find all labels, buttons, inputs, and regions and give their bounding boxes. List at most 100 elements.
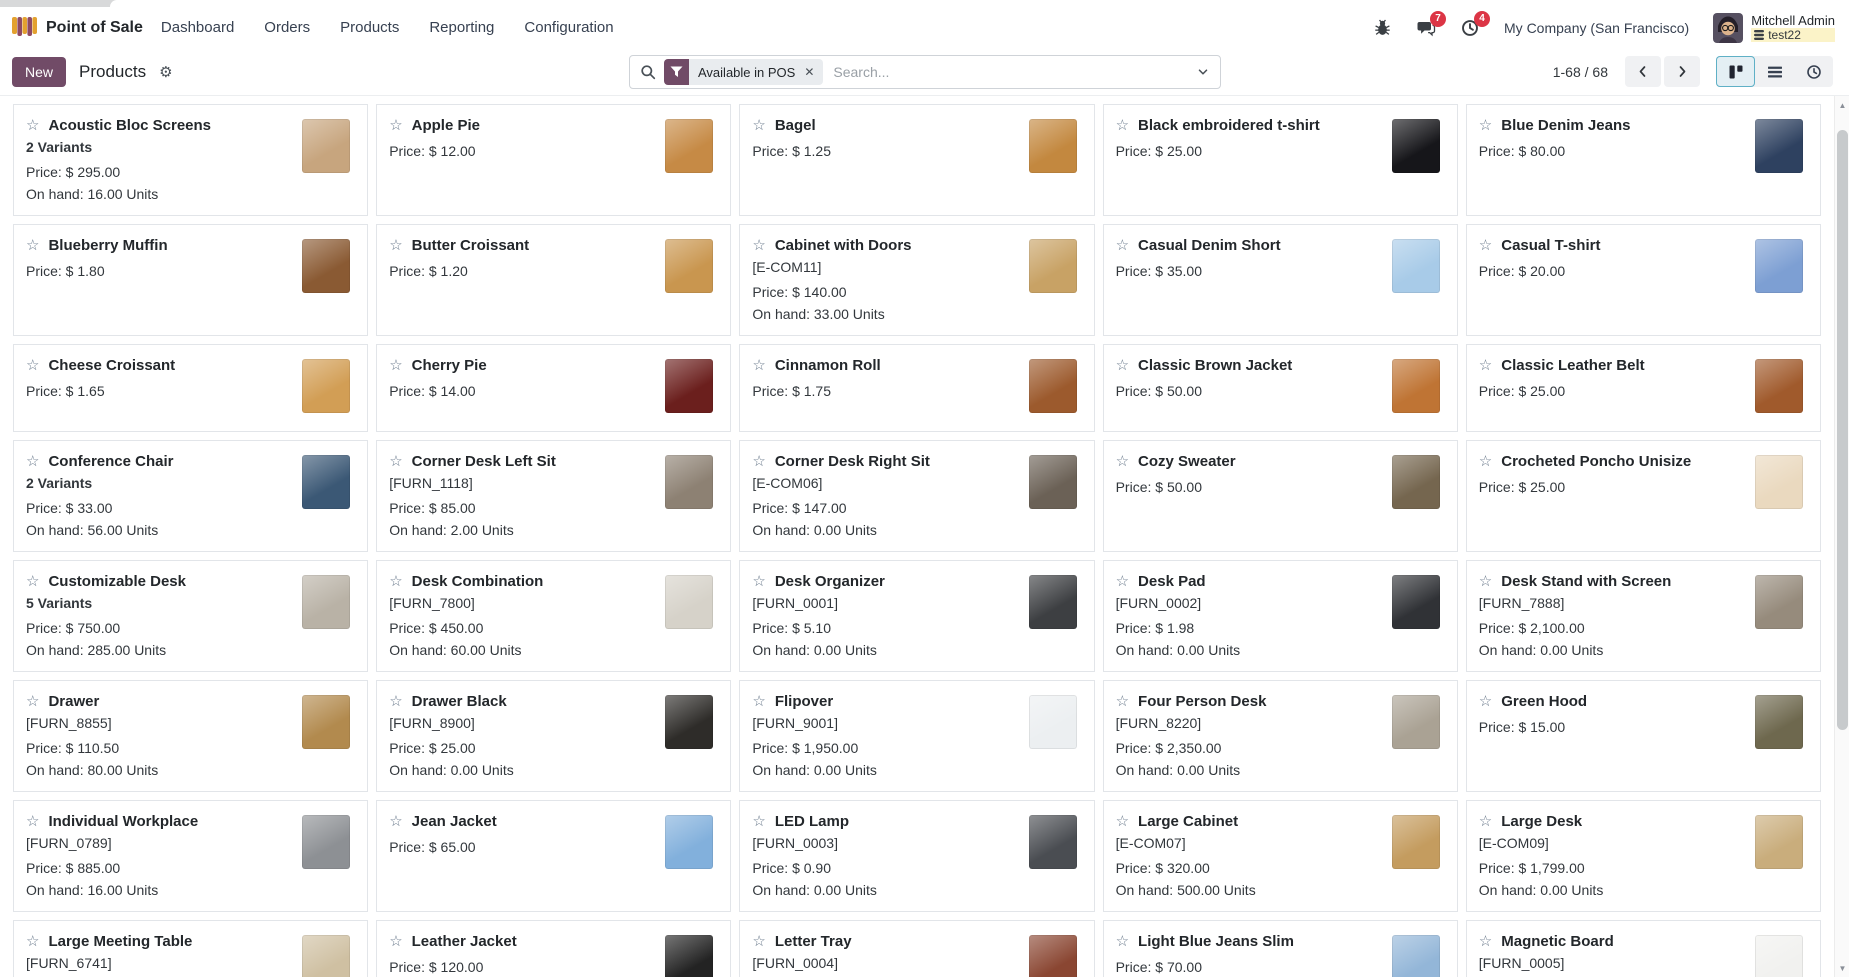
favorite-star-icon[interactable]: ☆ <box>1116 235 1129 257</box>
product-card[interactable]: ☆ Acoustic Bloc Screens 2 Variants Price… <box>13 104 368 216</box>
product-card[interactable]: ☆ Conference Chair 2 Variants Price: $ 3… <box>13 440 368 552</box>
product-card[interactable]: ☆ Large Cabinet [E-COM07] Price: $ 320.0… <box>1103 800 1458 912</box>
favorite-star-icon[interactable]: ☆ <box>1479 931 1492 953</box>
kanban-view-button[interactable] <box>1716 56 1755 87</box>
facet-remove-icon[interactable]: ✕ <box>804 65 814 79</box>
favorite-star-icon[interactable]: ☆ <box>1479 451 1492 473</box>
product-card[interactable]: ☆ Crocheted Poncho Unisize Price: $ 25.0… <box>1466 440 1821 552</box>
favorite-star-icon[interactable]: ☆ <box>26 235 39 257</box>
product-card[interactable]: ☆ Desk Combination [FURN_7800] Price: $ … <box>376 560 731 672</box>
search-input[interactable] <box>831 63 1192 81</box>
favorite-star-icon[interactable]: ☆ <box>752 811 765 833</box>
search-dropdown-caret-icon[interactable] <box>1192 65 1214 79</box>
favorite-star-icon[interactable]: ☆ <box>1116 355 1129 377</box>
activity-view-button[interactable] <box>1794 56 1833 87</box>
favorite-star-icon[interactable]: ☆ <box>26 451 39 473</box>
product-card[interactable]: ☆ Letter Tray [FURN_0004] Price: $ 4.80 … <box>739 920 1094 977</box>
product-card[interactable]: ☆ Casual T-shirt Price: $ 20.00 <box>1466 224 1821 336</box>
messages-icon[interactable]: 7 <box>1416 18 1436 38</box>
product-card[interactable]: ☆ Flipover [FURN_9001] Price: $ 1,950.00… <box>739 680 1094 792</box>
pager-previous-button[interactable] <box>1625 56 1661 87</box>
product-card[interactable]: ☆ Four Person Desk [FURN_8220] Price: $ … <box>1103 680 1458 792</box>
product-card[interactable]: ☆ Black embroidered t-shirt Price: $ 25.… <box>1103 104 1458 216</box>
favorite-star-icon[interactable]: ☆ <box>752 235 765 257</box>
favorite-star-icon[interactable]: ☆ <box>26 355 39 377</box>
favorite-star-icon[interactable]: ☆ <box>1116 451 1129 473</box>
favorite-star-icon[interactable]: ☆ <box>26 811 39 833</box>
scrollbar-down-arrow-icon[interactable]: ▼ <box>1835 961 1849 975</box>
app-brand[interactable]: Point of Sale <box>12 17 161 38</box>
favorite-star-icon[interactable]: ☆ <box>1479 691 1492 713</box>
favorite-star-icon[interactable]: ☆ <box>752 115 765 137</box>
favorite-star-icon[interactable]: ☆ <box>1479 115 1492 137</box>
favorite-star-icon[interactable]: ☆ <box>752 571 765 593</box>
product-card[interactable]: ☆ Cinnamon Roll Price: $ 1.75 <box>739 344 1094 432</box>
favorite-star-icon[interactable]: ☆ <box>389 355 402 377</box>
favorite-star-icon[interactable]: ☆ <box>389 571 402 593</box>
product-card[interactable]: ☆ Drawer [FURN_8855] Price: $ 110.50 On … <box>13 680 368 792</box>
favorite-star-icon[interactable]: ☆ <box>389 115 402 137</box>
product-card[interactable]: ☆ Blueberry Muffin Price: $ 1.80 <box>13 224 368 336</box>
favorite-star-icon[interactable]: ☆ <box>752 691 765 713</box>
favorite-star-icon[interactable]: ☆ <box>1479 811 1492 833</box>
favorite-star-icon[interactable]: ☆ <box>389 931 402 953</box>
company-switcher[interactable]: My Company (San Francisco) <box>1504 20 1689 36</box>
product-card[interactable]: ☆ Magnetic Board [FURN_0005] Price: $ 1.… <box>1466 920 1821 977</box>
pager-next-button[interactable] <box>1664 56 1700 87</box>
product-card[interactable]: ☆ Apple Pie Price: $ 12.00 <box>376 104 731 216</box>
scrollbar-thumb[interactable] <box>1837 130 1848 730</box>
product-card[interactable]: ☆ Butter Croissant Price: $ 1.20 <box>376 224 731 336</box>
product-card[interactable]: ☆ Corner Desk Right Sit [E-COM06] Price:… <box>739 440 1094 552</box>
favorite-star-icon[interactable]: ☆ <box>752 355 765 377</box>
favorite-star-icon[interactable]: ☆ <box>1116 811 1129 833</box>
favorite-star-icon[interactable]: ☆ <box>1116 571 1129 593</box>
product-card[interactable]: ☆ Cheese Croissant Price: $ 1.65 <box>13 344 368 432</box>
favorite-star-icon[interactable]: ☆ <box>389 691 402 713</box>
menu-configuration[interactable]: Configuration <box>524 19 613 36</box>
product-card[interactable]: ☆ Jean Jacket Price: $ 65.00 <box>376 800 731 912</box>
user-menu[interactable]: Mitchell Admin test22 <box>1713 13 1835 43</box>
menu-orders[interactable]: Orders <box>264 19 310 36</box>
product-card[interactable]: ☆ Corner Desk Left Sit [FURN_1118] Price… <box>376 440 731 552</box>
favorite-star-icon[interactable]: ☆ <box>1116 115 1129 137</box>
product-card[interactable]: ☆ Individual Workplace [FURN_0789] Price… <box>13 800 368 912</box>
menu-products[interactable]: Products <box>340 19 399 36</box>
product-card[interactable]: ☆ Desk Pad [FURN_0002] Price: $ 1.98 On … <box>1103 560 1458 672</box>
product-card[interactable]: ☆ Large Meeting Table [FURN_6741] Price:… <box>13 920 368 977</box>
gear-icon[interactable]: ⚙ <box>159 63 172 81</box>
favorite-star-icon[interactable]: ☆ <box>26 115 39 137</box>
activities-clock-icon[interactable]: 4 <box>1460 18 1480 38</box>
product-card[interactable]: ☆ Bagel Price: $ 1.25 <box>739 104 1094 216</box>
favorite-star-icon[interactable]: ☆ <box>389 235 402 257</box>
product-card[interactable]: ☆ Leather Jacket Price: $ 120.00 <box>376 920 731 977</box>
product-card[interactable]: ☆ Cherry Pie Price: $ 14.00 <box>376 344 731 432</box>
product-card[interactable]: ☆ Cabinet with Doors [E-COM11] Price: $ … <box>739 224 1094 336</box>
product-card[interactable]: ☆ Cozy Sweater Price: $ 50.00 <box>1103 440 1458 552</box>
product-card[interactable]: ☆ Desk Organizer [FURN_0001] Price: $ 5.… <box>739 560 1094 672</box>
menu-reporting[interactable]: Reporting <box>429 19 494 36</box>
favorite-star-icon[interactable]: ☆ <box>1116 931 1129 953</box>
product-card[interactable]: ☆ Classic Brown Jacket Price: $ 50.00 <box>1103 344 1458 432</box>
product-card[interactable]: ☆ Green Hood Price: $ 15.00 <box>1466 680 1821 792</box>
product-card[interactable]: ☆ Customizable Desk 5 Variants Price: $ … <box>13 560 368 672</box>
debug-bug-icon[interactable] <box>1372 18 1392 38</box>
favorite-star-icon[interactable]: ☆ <box>1479 571 1492 593</box>
favorite-star-icon[interactable]: ☆ <box>26 931 39 953</box>
product-card[interactable]: ☆ Blue Denim Jeans Price: $ 80.00 <box>1466 104 1821 216</box>
favorite-star-icon[interactable]: ☆ <box>1116 691 1129 713</box>
favorite-star-icon[interactable]: ☆ <box>1479 235 1492 257</box>
scrollbar-up-arrow-icon[interactable]: ▲ <box>1835 98 1849 112</box>
favorite-star-icon[interactable]: ☆ <box>752 451 765 473</box>
product-card[interactable]: ☆ Desk Stand with Screen [FURN_7888] Pri… <box>1466 560 1821 672</box>
favorite-star-icon[interactable]: ☆ <box>1479 355 1492 377</box>
product-card[interactable]: ☆ Light Blue Jeans Slim Price: $ 70.00 <box>1103 920 1458 977</box>
product-card[interactable]: ☆ Drawer Black [FURN_8900] Price: $ 25.0… <box>376 680 731 792</box>
menu-dashboard[interactable]: Dashboard <box>161 19 234 36</box>
favorite-star-icon[interactable]: ☆ <box>389 811 402 833</box>
favorite-star-icon[interactable]: ☆ <box>389 451 402 473</box>
product-card[interactable]: ☆ LED Lamp [FURN_0003] Price: $ 0.90 On … <box>739 800 1094 912</box>
favorite-star-icon[interactable]: ☆ <box>752 931 765 953</box>
favorite-star-icon[interactable]: ☆ <box>26 571 39 593</box>
product-card[interactable]: ☆ Casual Denim Short Price: $ 35.00 <box>1103 224 1458 336</box>
new-button[interactable]: New <box>12 57 66 87</box>
